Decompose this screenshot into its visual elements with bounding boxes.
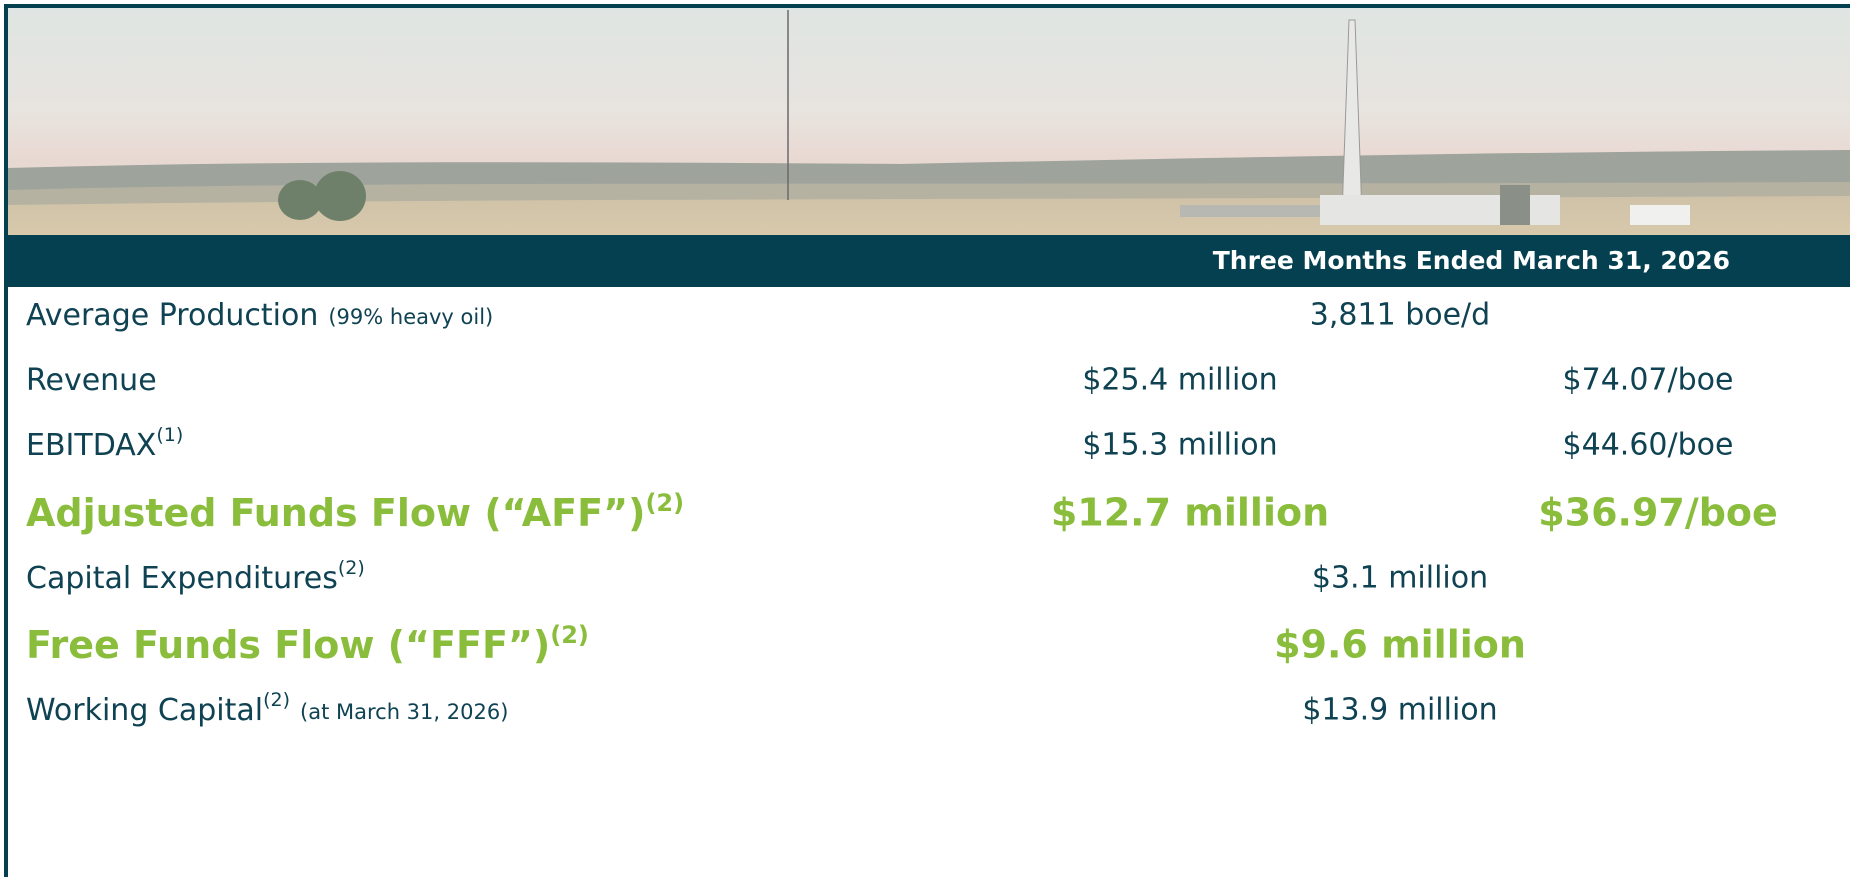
- row-value: $15.3 million: [1082, 428, 1277, 463]
- label-note: (at March 31, 2026): [300, 700, 508, 724]
- row-value: $44.60/boe: [1563, 428, 1734, 463]
- row-value: 3,811 boe/d: [1310, 298, 1490, 333]
- row-value: $25.4 million: [1082, 363, 1277, 398]
- label-note: (99% heavy oil): [328, 305, 493, 329]
- row-label: Capital Expenditures(2): [26, 557, 365, 596]
- label-text: Average Production: [26, 298, 318, 333]
- row-label: Revenue: [26, 363, 157, 398]
- row-value: $36.97/boe: [1538, 491, 1778, 535]
- label-text: Capital Expenditures: [26, 561, 338, 596]
- label-text: Free Funds Flow (“FFF”): [26, 623, 550, 667]
- row-label: Working Capital(2) (at March 31, 2026): [26, 689, 508, 728]
- row-label: Adjusted Funds Flow (“AFF”)(2): [26, 489, 684, 535]
- label-text: Revenue: [26, 363, 157, 398]
- row-value: $12.7 million: [1051, 491, 1329, 535]
- period-header: Three Months Ended March 31, 2026: [1213, 246, 1730, 275]
- footnote-ref: (2): [263, 689, 290, 711]
- row-value: $3.1 million: [1312, 561, 1488, 596]
- label-text: Adjusted Funds Flow (“AFF”): [26, 491, 645, 535]
- footnote-ref: (2): [645, 489, 684, 517]
- row-value: $9.6 million: [1274, 623, 1526, 667]
- label-text: Working Capital: [26, 693, 263, 728]
- row-value: $74.07/boe: [1563, 363, 1734, 398]
- footnote-ref: (1): [156, 424, 183, 446]
- footnote-ref: (2): [338, 557, 365, 579]
- footnote-ref: (2): [550, 621, 589, 649]
- frame: [4, 4, 1850, 877]
- row-label: EBITDAX(1): [26, 424, 183, 463]
- label-text: EBITDAX: [26, 428, 156, 463]
- row-label: Free Funds Flow (“FFF”)(2): [26, 621, 589, 667]
- row-value: $13.9 million: [1302, 693, 1497, 728]
- row-label: Average Production (99% heavy oil): [26, 298, 493, 333]
- header-bar: [8, 235, 1850, 287]
- banner-image: [8, 8, 1850, 235]
